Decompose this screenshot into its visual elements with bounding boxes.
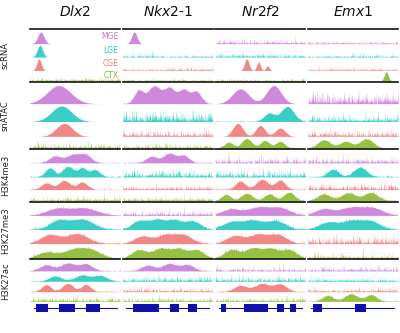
Text: scRNA: scRNA	[1, 42, 10, 69]
Text: $\it{Nr2f2}$: $\it{Nr2f2}$	[241, 4, 280, 19]
Bar	[355, 304, 366, 312]
Text: LGE: LGE	[104, 46, 118, 55]
Bar	[86, 304, 100, 312]
Text: CGE: CGE	[102, 59, 118, 68]
Text: H3K27me3: H3K27me3	[1, 207, 10, 254]
Text: MGE: MGE	[101, 33, 118, 42]
Text: H3K27ac: H3K27ac	[1, 262, 10, 300]
Bar	[188, 304, 196, 312]
Bar	[290, 304, 296, 312]
Text: $\it{Emx1}$: $\it{Emx1}$	[333, 5, 373, 19]
Bar	[36, 304, 48, 312]
Bar	[59, 304, 75, 312]
Text: $\it{Nkx2\text{-}1}$: $\it{Nkx2\text{-}1}$	[143, 4, 193, 19]
Bar	[134, 304, 159, 312]
Bar	[313, 304, 322, 312]
Bar	[244, 304, 268, 312]
Text: H3K4me3: H3K4me3	[1, 155, 10, 196]
Bar	[170, 304, 178, 312]
Text: CTX: CTX	[103, 71, 118, 80]
Text: $\it{Dlx2}$: $\it{Dlx2}$	[59, 4, 91, 19]
Text: snATAC: snATAC	[1, 100, 10, 131]
Bar	[221, 304, 226, 312]
Bar	[276, 304, 284, 312]
